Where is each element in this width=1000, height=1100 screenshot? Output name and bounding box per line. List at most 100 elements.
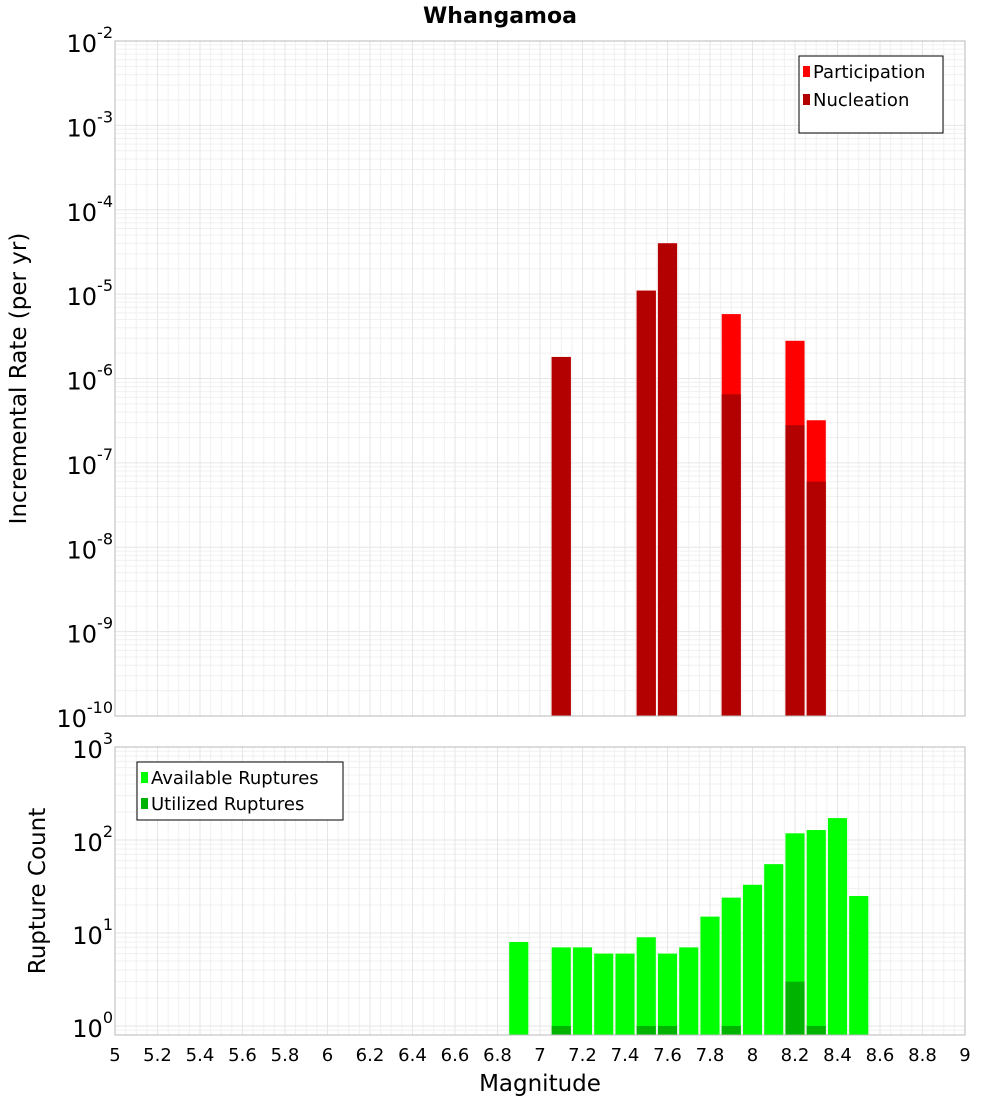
legend-label: Available Ruptures	[151, 768, 319, 789]
y-tick-label: 101	[72, 915, 113, 950]
nucleation-bar	[806, 481, 826, 716]
utilized-ruptures-bar	[657, 1025, 678, 1035]
x-axis-title: Magnitude	[479, 1071, 601, 1097]
y-tick-base: 10	[72, 922, 103, 950]
nucleation-bar	[636, 290, 656, 716]
legend-label: Participation	[813, 62, 925, 83]
x-tick-label: 8.4	[823, 1045, 852, 1066]
x-tick-label: 7.2	[568, 1045, 597, 1066]
y-tick-label: 10-9	[67, 614, 114, 649]
y-tick-label: 102	[72, 822, 113, 857]
available-ruptures-bar	[551, 947, 571, 1035]
x-tick-label: 5.8	[271, 1045, 300, 1066]
y-tick-exponent: 3	[103, 729, 113, 748]
x-tick-label: 6.8	[483, 1045, 512, 1066]
legend-swatch	[141, 772, 148, 783]
y-tick-label: 10-8	[67, 529, 114, 564]
available-ruptures-bar	[572, 947, 593, 1035]
y-tick-label: 10-4	[67, 192, 114, 227]
legend-box	[136, 761, 344, 821]
legend-swatch	[803, 66, 810, 77]
x-tick-label: 6	[322, 1045, 333, 1066]
legend-label: Nucleation	[813, 90, 909, 111]
y-tick-exponent: -5	[97, 276, 113, 295]
y-tick-label: 10-6	[67, 361, 114, 396]
y-tick-label: 100	[72, 1008, 113, 1043]
y-tick-exponent: 2	[103, 822, 113, 841]
y-tick-label: 10-10	[56, 698, 113, 733]
x-tick-label: 7.4	[611, 1045, 640, 1066]
available-ruptures-bar	[509, 942, 529, 1035]
x-tick-label: 5.6	[228, 1045, 257, 1066]
utilized-ruptures-bar	[721, 1025, 741, 1035]
available-ruptures-bar	[700, 916, 720, 1035]
x-tick-label: 5	[109, 1045, 120, 1066]
y-tick-base: 10	[72, 829, 103, 857]
y-tick-exponent: -3	[97, 107, 113, 126]
rate-plot: 10-1010-910-810-710-610-510-410-310-2Inc…	[6, 23, 966, 733]
y-tick-base: 10	[67, 452, 98, 480]
legend-swatch	[141, 798, 148, 809]
y-tick-exponent: -10	[87, 698, 113, 717]
y-tick-exponent: -7	[97, 445, 113, 464]
x-tick-label: 6.2	[356, 1045, 385, 1066]
y-tick-exponent: -2	[97, 23, 113, 42]
y-tick-base: 10	[67, 114, 98, 142]
available-ruptures-bar	[849, 895, 869, 1035]
available-ruptures-bar	[742, 884, 763, 1035]
plot-frame	[114, 40, 966, 717]
x-tick-label: 8.6	[866, 1045, 895, 1066]
y-tick-label: 10-3	[67, 107, 114, 142]
x-tick-label: 5.2	[143, 1045, 172, 1066]
nucleation-bar	[657, 243, 678, 717]
chart-title: Whangamoa	[423, 4, 577, 29]
y-tick-label: 103	[72, 729, 113, 764]
nucleation-bar	[551, 356, 571, 716]
y-tick-exponent: -6	[97, 361, 113, 380]
x-tick-label: 6.6	[441, 1045, 470, 1066]
nucleation-bar	[785, 425, 805, 716]
utilized-ruptures-bar	[806, 1025, 826, 1035]
y-axis-title: Incremental Rate (per yr)	[6, 233, 32, 525]
available-ruptures-bar	[679, 947, 699, 1035]
y-tick-label: 10-5	[67, 276, 114, 311]
available-ruptures-bar	[764, 864, 784, 1035]
available-ruptures-bar	[636, 937, 656, 1035]
y-tick-exponent: 1	[103, 915, 113, 934]
x-tick-label: 7.8	[696, 1045, 725, 1066]
utilized-ruptures-bar	[551, 1025, 571, 1035]
y-tick-exponent: -4	[97, 192, 113, 211]
nucleation-bar	[721, 394, 741, 716]
y-tick-base: 10	[72, 1015, 103, 1043]
x-tick-label: 7	[534, 1045, 545, 1066]
y-tick-exponent: 0	[103, 1008, 113, 1027]
y-tick-base: 10	[67, 621, 98, 649]
legend-label: Utilized Ruptures	[151, 794, 304, 815]
y-tick-exponent: -9	[97, 614, 113, 633]
available-ruptures-bar	[827, 818, 848, 1035]
x-axis: 5 5.2 5.4 5.6 5.8 6 6.2 6.4 6.6 6.8 7 7.2 7.4 7.6 7.8 8…	[109, 1045, 970, 1097]
x-tick-label: 9	[959, 1045, 970, 1066]
y-tick-base: 10	[67, 536, 98, 564]
x-tick-label: 8.2	[781, 1045, 810, 1066]
y-tick-base: 10	[67, 368, 98, 396]
y-tick-label: 10-2	[67, 23, 114, 58]
legend-swatch	[803, 94, 810, 105]
y-axis-title: Rupture Count	[25, 808, 51, 974]
available-ruptures-bar	[721, 897, 741, 1035]
y-tick-exponent: -8	[97, 529, 113, 548]
available-ruptures-bar	[615, 953, 635, 1035]
available-ruptures-bar	[806, 830, 826, 1035]
available-ruptures-bar	[594, 953, 614, 1035]
utilized-ruptures-bar	[636, 1025, 656, 1035]
x-tick-label: 8	[747, 1045, 758, 1066]
y-tick-base: 10	[67, 283, 98, 311]
utilized-ruptures-bar	[785, 981, 805, 1035]
x-tick-label: 5.4	[186, 1045, 215, 1066]
y-tick-base: 10	[67, 30, 98, 58]
legend-box	[798, 55, 944, 134]
y-tick-base: 10	[72, 736, 103, 764]
x-tick-label: 6.4	[398, 1045, 427, 1066]
